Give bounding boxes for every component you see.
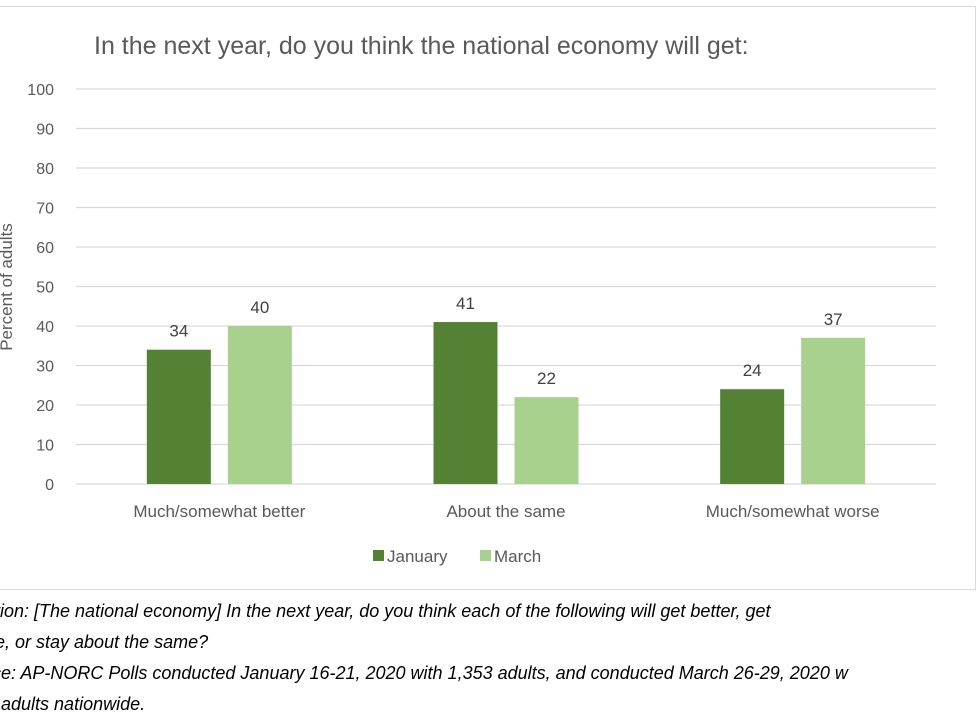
source-note-line-2: 7 adults nationwide. (0, 694, 146, 714)
bar (146, 349, 211, 484)
y-tick-label: 90 (36, 122, 54, 139)
x-tick-label: About the same (446, 502, 565, 521)
chart-frame (0, 6, 976, 590)
y-tick-label: 0 (45, 477, 54, 494)
y-tick-label: 50 (36, 280, 54, 297)
chart-title: In the next year, do you think the natio… (94, 32, 749, 60)
y-tick-label: 10 (36, 438, 54, 455)
y-tick-label: 100 (27, 82, 54, 99)
footnotes: stion: [The national economy] In the nex… (0, 596, 980, 720)
bar (514, 397, 579, 484)
bar (720, 389, 785, 484)
data-label: 22 (537, 369, 556, 388)
legend-swatch (480, 550, 491, 561)
bar (227, 326, 292, 484)
y-tick-label: 30 (36, 359, 54, 376)
y-axis-label: Percent of adults (0, 223, 16, 351)
y-tick-label: 40 (36, 319, 54, 336)
y-tick-label: 60 (36, 240, 54, 257)
bar (433, 322, 498, 484)
legend-swatch (373, 550, 384, 561)
data-label: 24 (743, 361, 762, 380)
legend-label: January (387, 547, 448, 566)
data-label: 37 (824, 310, 843, 329)
data-label: 40 (250, 298, 269, 317)
chart: In the next year, do you think the natio… (0, 32, 936, 566)
y-tick-label: 20 (36, 398, 54, 415)
data-labels: 34 40 41 22 24 37 (169, 294, 842, 388)
y-tick-label: 80 (36, 161, 54, 178)
data-label: 41 (456, 294, 475, 313)
bars (146, 322, 866, 484)
question-note-line-2: se, or stay about the same? (0, 632, 209, 652)
x-tick-label: Much/somewhat better (133, 502, 305, 521)
question-note-line-1: stion: [The national economy] In the nex… (0, 601, 771, 621)
x-tick-label: Much/somewhat worse (706, 502, 880, 521)
grid (76, 88, 936, 485)
y-tick-label: 70 (36, 201, 54, 218)
source-note-line-1: rce: AP-NORC Polls conducted January 16-… (0, 663, 848, 683)
legend-label: March (494, 547, 541, 566)
data-label: 34 (169, 322, 188, 341)
legend: January March (373, 547, 541, 566)
bar (801, 337, 866, 484)
x-axis-ticks: Much/somewhat better About the same Much/s… (133, 502, 879, 521)
y-axis-ticks: 0 10 20 30 40 50 60 70 80 90 100 (27, 82, 54, 494)
